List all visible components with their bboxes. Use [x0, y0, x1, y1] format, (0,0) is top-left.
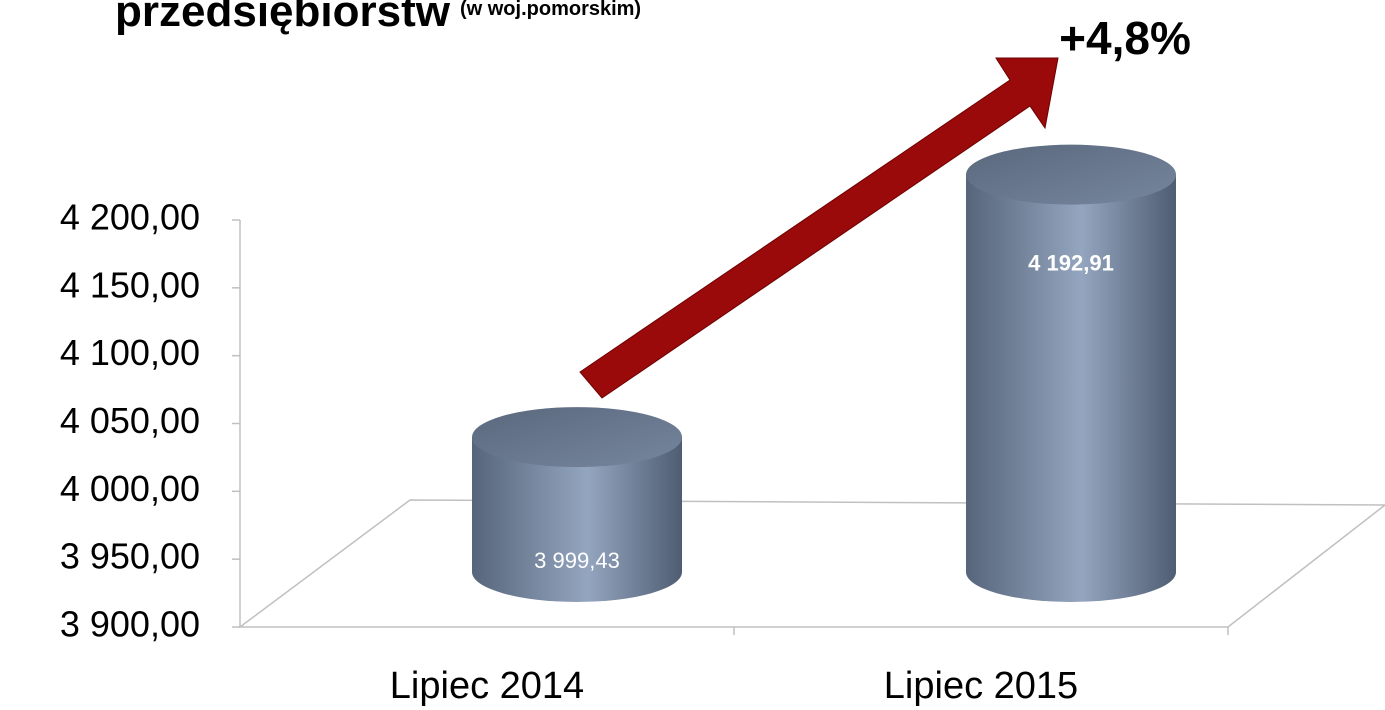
x-tick-label: Lipiec 2014 [390, 665, 584, 707]
y-tick-label: 3 950,00 [60, 536, 200, 577]
y-tick-label: 4 150,00 [60, 264, 200, 305]
cylinder: 3 999,43 [472, 407, 682, 602]
chart-title: przedsiębiorstw (w woj.pomorskim) [115, 0, 641, 36]
data-label: 3 999,43 [534, 548, 620, 573]
bar-top [966, 144, 1176, 205]
bar [472, 437, 682, 602]
arrow [579, 57, 1059, 399]
floor [237, 499, 1385, 628]
y-tick-label: 4 000,00 [60, 468, 200, 509]
y-tick-label: 4 050,00 [60, 400, 200, 441]
x-tick-label: Lipiec 2015 [884, 665, 1078, 707]
data-label: 4 192,91 [1028, 250, 1114, 275]
bar [966, 174, 1176, 602]
y-tick-label: 4 100,00 [60, 332, 200, 373]
annotation: +4,8% [1059, 12, 1191, 64]
y-tick-label: 4 200,00 [60, 197, 200, 238]
cylinder: 4 192,91 [966, 144, 1176, 602]
y-tick-label: 3 900,00 [60, 604, 200, 645]
bar-top [472, 407, 682, 468]
